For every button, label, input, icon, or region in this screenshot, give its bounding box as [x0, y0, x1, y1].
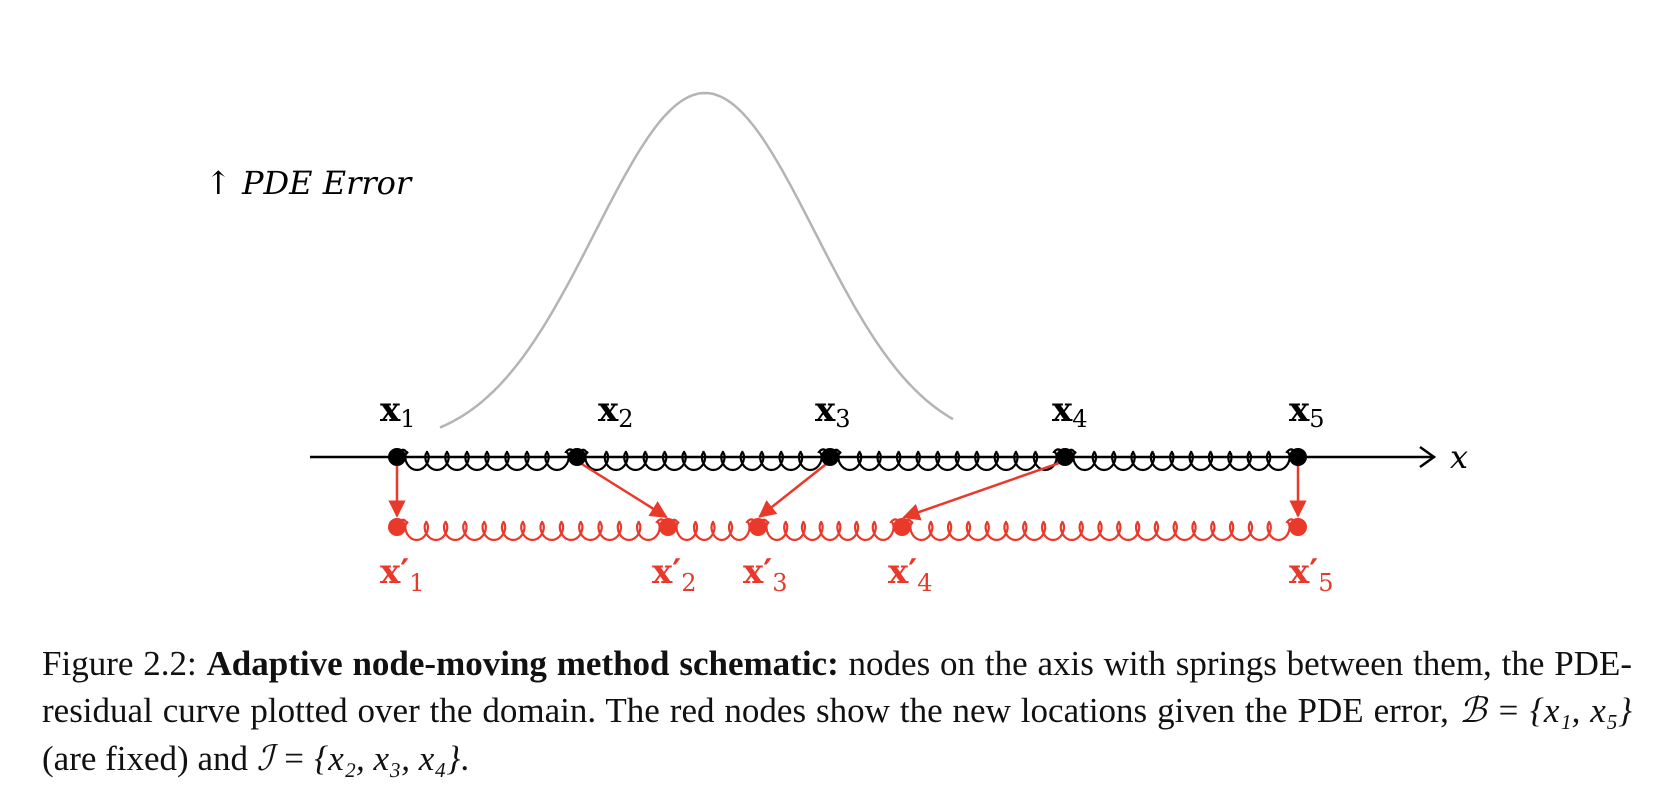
moved-node-4	[893, 518, 911, 536]
caption-text-2: (are fixed) and	[42, 739, 257, 778]
pde-error-curve	[439, 91, 954, 429]
moved-node-label-2: x′2	[652, 552, 697, 597]
interior-set-members: = {x₂, x₃, x₄}	[273, 739, 461, 778]
node-3	[821, 448, 839, 466]
moved-spring-4	[900, 518, 1300, 542]
spring-4	[1063, 448, 1300, 472]
moved-node-label-3: x′3	[743, 552, 788, 597]
figure-caption: Figure 2.2: Adaptive node-moving method …	[42, 640, 1632, 783]
move-arrow-3	[758, 460, 831, 518]
caption-text-3: .	[460, 739, 470, 778]
moved-node-5	[1289, 518, 1307, 536]
spring-3	[828, 448, 1067, 472]
move-arrow-4	[902, 459, 1066, 521]
boundary-set-members: = {x₁, x₅}	[1486, 691, 1632, 730]
node-moving-diagram: x ↑ PDE Error x1 x2 x3 x4 x5 x′1 x′2 x′3…	[205, 91, 1468, 597]
moved-spring-3	[756, 518, 904, 542]
original-springs	[395, 448, 1300, 472]
y-axis-label: ↑ PDE Error	[205, 164, 413, 202]
move-arrows	[388, 459, 1307, 521]
node-1	[388, 448, 406, 466]
moved-springs	[395, 518, 1300, 542]
node-2	[568, 448, 586, 466]
node-label-3: x3	[815, 390, 851, 433]
moved-node-label-5: x′5	[1289, 552, 1334, 597]
spring-2	[575, 448, 832, 472]
moved-node-label-4: x′4	[888, 552, 933, 597]
boundary-set-symbol: ℬ	[1458, 691, 1487, 731]
caption-prefix: Figure 2.2:	[42, 644, 207, 683]
moved-node-label-1: x′1	[380, 552, 425, 597]
node-label-1: x1	[380, 390, 416, 433]
node-label-2: x2	[598, 390, 634, 433]
interior-set-symbol: ℐ	[256, 739, 274, 779]
caption-text-1: nodes on the axis with springs between t…	[42, 644, 1632, 730]
move-arrow-2	[576, 459, 668, 518]
moved-spring-2	[666, 518, 760, 542]
moved-node-labels: x′1 x′2 x′3 x′4 x′5	[380, 552, 1334, 597]
x-axis-label: x	[1450, 438, 1468, 476]
moved-spring-1	[395, 518, 670, 542]
caption-title: Adaptive node-moving method schematic:	[206, 644, 839, 683]
node-label-5: x5	[1289, 390, 1325, 433]
x-axis-arrowhead	[1419, 445, 1437, 469]
moved-nodes	[388, 518, 1307, 536]
moved-node-3	[749, 518, 767, 536]
spring-1	[395, 448, 579, 472]
original-nodes	[388, 448, 1307, 466]
moved-node-2	[659, 518, 677, 536]
node-4	[1056, 448, 1074, 466]
node-label-4: x4	[1052, 390, 1088, 433]
node-5	[1289, 448, 1307, 466]
original-node-labels: x1 x2 x3 x4 x5	[380, 390, 1325, 433]
moved-node-1	[388, 518, 406, 536]
